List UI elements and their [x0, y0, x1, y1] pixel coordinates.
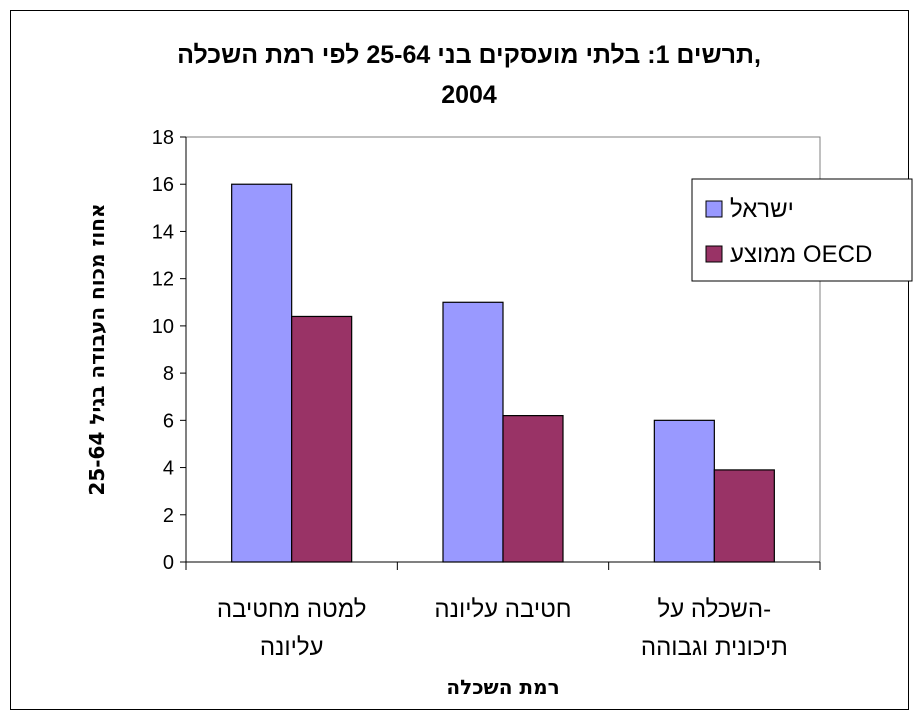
x-category-label: למטה מחטיבה — [217, 596, 367, 623]
x-axis-title: רמת השכלה — [446, 675, 559, 699]
y-tick-label: 14 — [152, 221, 174, 243]
bar-israel-1 — [442, 301, 504, 563]
y-tick-label: 12 — [152, 269, 174, 291]
y-tick-label: 2 — [163, 505, 174, 527]
bar-israel-2 — [653, 419, 715, 563]
x-axis: למטה מחטיבה עליונה חטיבה עליונה השכלה על- תי… — [185, 561, 821, 699]
chart-title-line: 2004 — [441, 81, 497, 109]
x-category-label: עליונה — [260, 634, 324, 661]
y-tick-label: 8 — [163, 363, 174, 385]
legend-swatch — [705, 200, 723, 218]
chart-title-line: תרשים 1: בלתי מועסקים בני 25-64 לפי רמת … — [177, 41, 761, 69]
y-tick-label: 10 — [152, 316, 174, 338]
legend-label: ישראל — [730, 196, 794, 223]
x-category-label: השכלה על- — [658, 596, 772, 623]
y-tick-label: 18 — [152, 127, 174, 149]
legend-label: ממוצע OECD — [730, 241, 872, 268]
x-category-label: חטיבה עליונה — [434, 596, 571, 623]
chart-title: תרשים 1: בלתי מועסקים בני 25-64 לפי רמת … — [177, 41, 761, 109]
bar-oecd-1 — [502, 415, 564, 563]
bar-oecd-0 — [291, 315, 353, 563]
x-category-label: תיכונית וגבוהה — [641, 634, 788, 661]
bar-israel-0 — [231, 183, 293, 563]
y-tick-label: 6 — [163, 410, 174, 432]
y-tick-label: 4 — [163, 458, 174, 480]
legend: ישראל ממוצע OECD — [691, 178, 913, 282]
legend-box — [691, 178, 913, 282]
y-axis: 0 2 4 6 8 10 12 14 16 18 אחוז מכוח העבודה בגיל 25-… — [85, 127, 187, 574]
y-tick-label: 16 — [152, 174, 174, 196]
bar-oecd-2 — [713, 469, 775, 563]
y-tick-label: 0 — [163, 552, 174, 574]
bars — [231, 183, 775, 563]
y-axis-title: אחוז מכוח העבודה בגיל 25-64 — [85, 203, 109, 495]
legend-swatch — [705, 245, 723, 263]
